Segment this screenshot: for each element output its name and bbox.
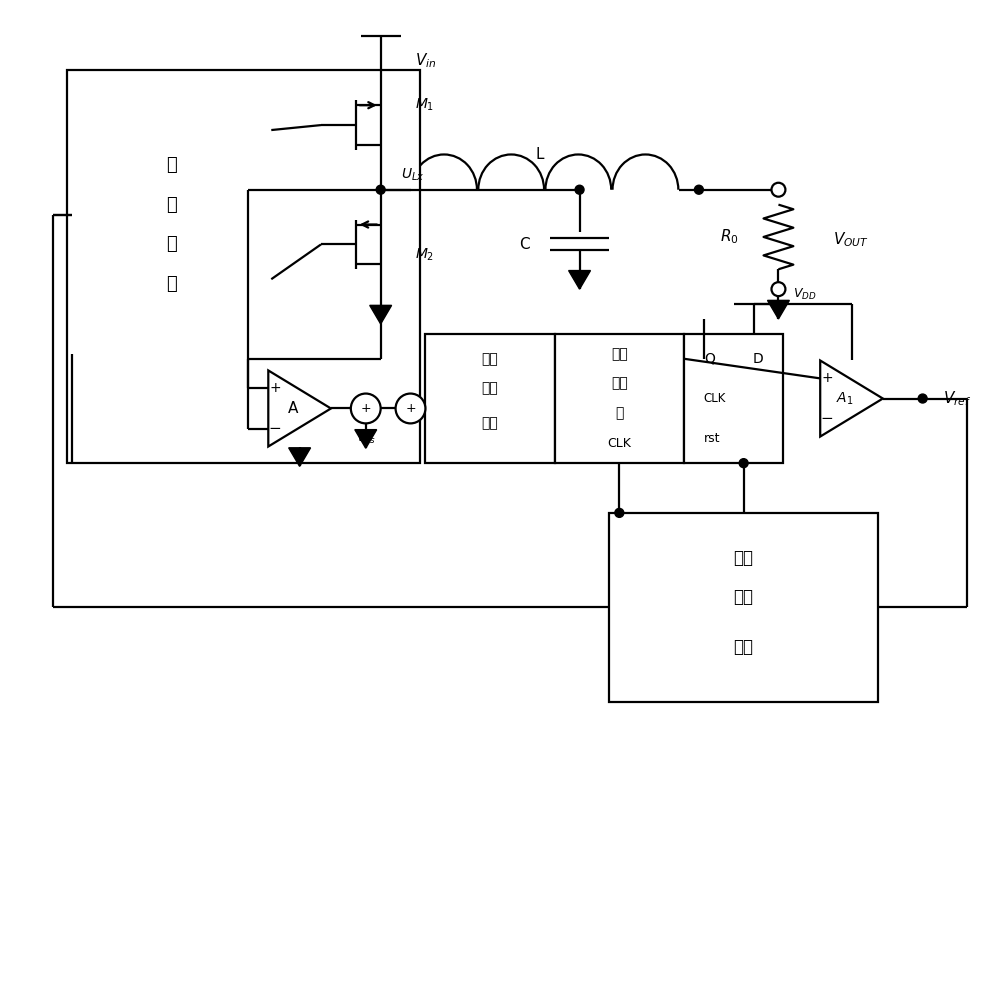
Text: $M_1$: $M_1$ (415, 97, 435, 113)
Text: +: + (360, 402, 371, 415)
Circle shape (774, 185, 783, 195)
Circle shape (615, 508, 624, 517)
Circle shape (351, 393, 381, 424)
Text: $R_0$: $R_0$ (720, 228, 739, 247)
Text: 加减: 加减 (611, 347, 628, 361)
Text: 器: 器 (615, 406, 624, 421)
Text: $U_{Lx}$: $U_{Lx}$ (401, 166, 424, 183)
Circle shape (918, 394, 927, 403)
Polygon shape (289, 448, 311, 466)
Text: +: + (821, 372, 833, 385)
Circle shape (771, 282, 785, 296)
Text: 路: 路 (166, 275, 177, 293)
Text: 电: 电 (166, 235, 177, 254)
Text: $V_{DD}$: $V_{DD}$ (793, 287, 817, 302)
Bar (72, 76, 271, 354)
Text: 逻辑: 逻辑 (734, 589, 754, 607)
Text: −: − (821, 411, 833, 427)
Text: 计数: 计数 (611, 376, 628, 390)
Text: $V_{in}$: $V_{in}$ (415, 51, 436, 70)
Polygon shape (768, 301, 789, 318)
Text: A: A (288, 401, 298, 416)
Text: 时序: 时序 (734, 549, 754, 566)
Bar (684, 334, 783, 463)
Text: rst: rst (704, 432, 720, 444)
Bar (425, 334, 555, 463)
Text: L: L (536, 147, 544, 162)
Text: 数模: 数模 (482, 352, 498, 366)
Polygon shape (268, 371, 331, 446)
Polygon shape (370, 306, 392, 324)
Polygon shape (820, 361, 883, 436)
Text: 电路: 电路 (734, 638, 754, 656)
Circle shape (771, 183, 785, 197)
Circle shape (694, 185, 703, 195)
Text: 电路: 电路 (482, 417, 498, 431)
Text: $V_{ref}$: $V_{ref}$ (943, 389, 971, 408)
Circle shape (774, 285, 783, 294)
Text: CLK: CLK (607, 436, 631, 450)
Polygon shape (569, 270, 590, 289)
Circle shape (396, 393, 425, 424)
Text: $V_{os}$: $V_{os}$ (356, 431, 376, 446)
Circle shape (575, 185, 584, 195)
Bar (67, 71, 420, 463)
Text: +: + (405, 402, 416, 415)
Text: $M_2$: $M_2$ (415, 246, 435, 262)
Polygon shape (355, 430, 377, 448)
Text: 动: 动 (166, 196, 177, 213)
Bar (609, 513, 878, 702)
Text: 驱: 驱 (166, 156, 177, 174)
Text: −: − (269, 421, 281, 436)
Text: C: C (519, 237, 530, 252)
Text: D: D (753, 352, 764, 366)
Text: CLK: CLK (704, 392, 726, 405)
Text: Q: Q (704, 352, 715, 366)
Text: 转换: 转换 (482, 381, 498, 395)
Text: $A_1$: $A_1$ (836, 390, 854, 407)
Text: $V_{OUT}$: $V_{OUT}$ (833, 230, 869, 249)
Circle shape (376, 185, 385, 195)
Bar (555, 334, 684, 463)
Circle shape (739, 459, 748, 468)
Text: +: + (269, 381, 281, 395)
